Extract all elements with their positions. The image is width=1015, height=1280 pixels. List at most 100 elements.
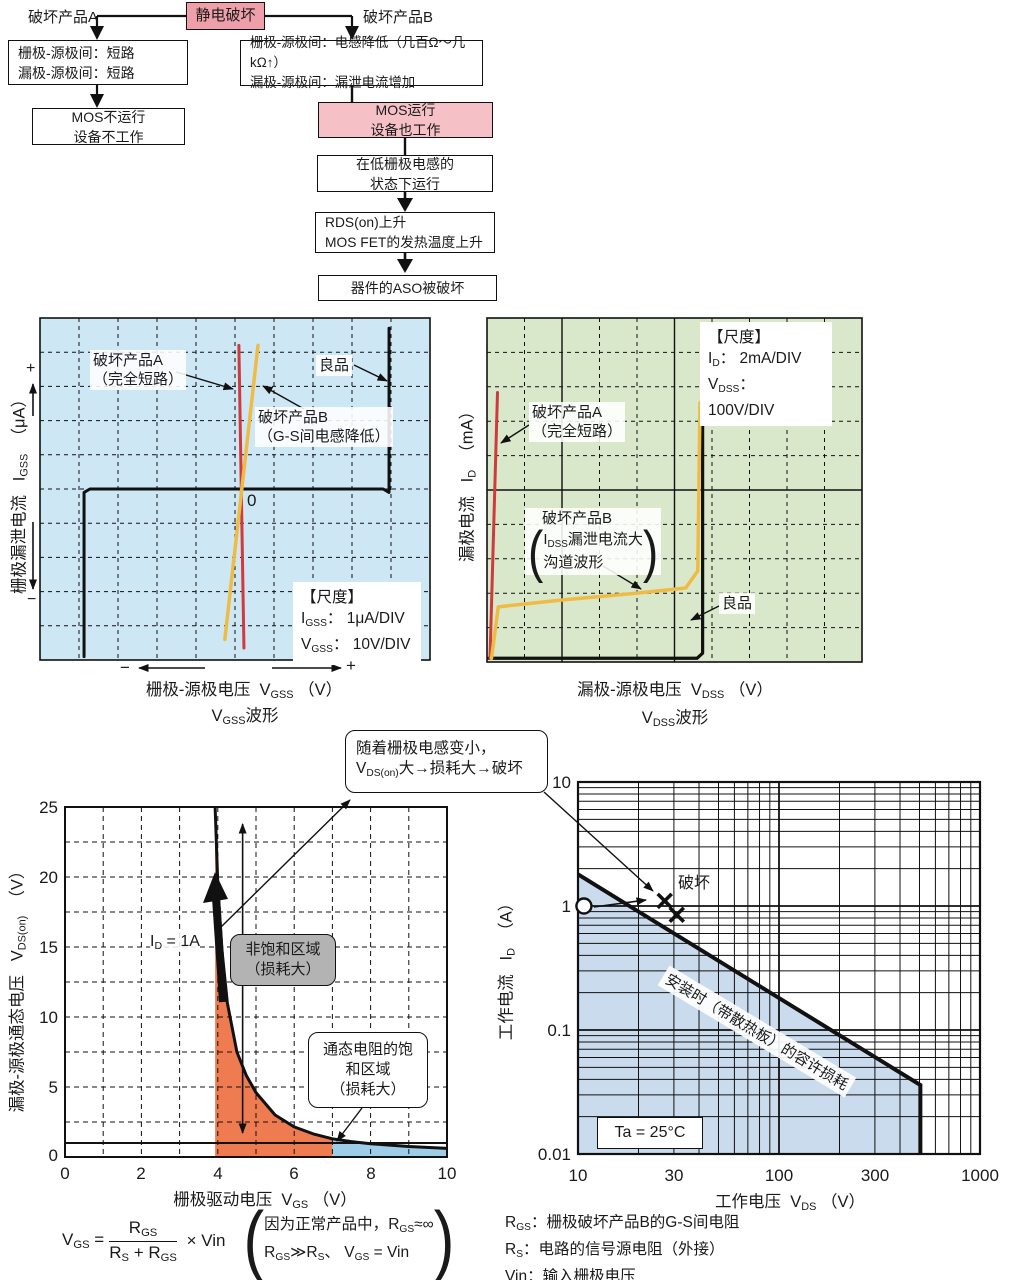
blue-scale-title: 【尺度】 xyxy=(301,589,364,606)
blue-x-axis-label: 栅极-源极电压 VGSS （V） xyxy=(145,681,343,702)
green-scale-id: ID： 2mA/DIV xyxy=(708,350,802,369)
callout-line1: 随着栅极电感变小， xyxy=(356,740,496,758)
br-legend: RGS：栅极破坏产品B的G-S间电阻 RS：电路的信号源电阻（外接） Vin：输… xyxy=(505,1212,739,1280)
blue-label-product-b: 破坏产品B （G-S间电感降低） xyxy=(255,407,393,447)
bl-xtick-2: 2 xyxy=(136,1164,146,1183)
callout-line2: VDS(on)大→损耗大→破坏 xyxy=(356,760,523,779)
blue-label-product-a: 破坏产品A （完全短路） xyxy=(90,350,187,390)
bl-ytick-10: 10 xyxy=(39,1008,58,1027)
branch-b-label: 破坏产品B xyxy=(363,9,434,26)
br-ytick-001: 0.01 xyxy=(537,1145,571,1164)
bl-unsaturated-region-box: 非饱和区域 （损耗大） xyxy=(230,934,336,986)
blue-y-axis-symbol: I xyxy=(10,476,29,482)
blue-label-b-line1: 破坏产品B xyxy=(258,409,329,426)
br-ytick-01: 0.1 xyxy=(547,1021,571,1040)
flow-box-b1-line2: 漏极-源极间：漏泄电流增加 xyxy=(250,75,416,90)
flow-box-b3: 在低栅极电感的 状态下运行 xyxy=(317,155,493,192)
br-xtick-100: 100 xyxy=(764,1166,794,1185)
blue-label-a-line1: 破坏产品A xyxy=(93,352,164,369)
bl-xtick-0: 0 xyxy=(60,1164,70,1183)
green-scale-title: 【尺度】 xyxy=(708,329,771,346)
flow-root-text: 静电破坏 xyxy=(195,7,256,24)
green-label-product-a: 破坏产品A （完全短路） xyxy=(529,402,626,442)
blue-zero-label: 0 xyxy=(247,491,257,510)
flow-box-a1: 栅极-源极间：短路 漏极-源极间：短路 xyxy=(8,40,188,85)
formula-note: 因为正常产品中，RGS≈∞ RGS≫RS、 VGS = Vin xyxy=(264,1216,434,1263)
bl-unsat-line2: （损耗大） xyxy=(245,961,321,978)
blue-label-a-line2: （完全短路） xyxy=(93,371,184,388)
formula-fraction: RGS RS + RGS xyxy=(109,1218,177,1264)
flow-box-b5-text: 器件的ASO被破坏 xyxy=(350,280,465,296)
formula-times: × Vin xyxy=(186,1231,226,1250)
blue-x-plus: + xyxy=(346,656,356,675)
aso-plot xyxy=(575,780,982,1156)
blue-scale-igss: IGSS： 1μA/DIV xyxy=(301,610,405,629)
green-label-b-body: ( IDSS漏泄电流大 沟道波形 ) xyxy=(528,522,658,580)
blue-label-b-line2: （G-S间电感降低） xyxy=(258,428,390,445)
green-label-product-b: 破坏产品B ( IDSS漏泄电流大 沟道波形 ) xyxy=(525,508,662,580)
legend-rgs: RGS：栅极破坏产品B的G-S间电阻 xyxy=(505,1214,740,1233)
bl-ytick-0: 0 xyxy=(48,1146,58,1165)
br-xtick-10: 10 xyxy=(568,1166,588,1185)
green-label-b-line1: 破坏产品B xyxy=(542,510,613,527)
bl-xtick-4: 4 xyxy=(213,1164,223,1183)
flow-box-b5: 器件的ASO被破坏 xyxy=(318,275,497,301)
blue-scale-vgss: VGSS： 10V/DIV xyxy=(301,635,411,655)
green-y-axis-label: 漏极电流 ID （mA） xyxy=(458,402,479,563)
br-destroy-label: 破坏 xyxy=(678,875,711,892)
callout-box: 随着栅极电感变小， VDS(on)大→损耗大→破坏 xyxy=(345,730,548,793)
blue-y-axis-sub: GSS xyxy=(18,453,31,477)
bl-ytick-5: 5 xyxy=(48,1078,58,1097)
green-label-paren-close: ) xyxy=(642,518,659,584)
blue-label-good: 良品 xyxy=(316,355,353,376)
formula-lhs: VGS = xyxy=(62,1230,105,1252)
br-ytick-1: 1 xyxy=(561,897,571,916)
annotation-arrows xyxy=(29,364,720,1142)
flow-box-a2-line2: 设备不工作 xyxy=(73,128,144,145)
br-ytick-10: 10 xyxy=(552,773,571,792)
flow-box-b4-line2: MOS FET的发热温度上升 xyxy=(325,234,483,250)
bl-sat-line2: 和区域 xyxy=(345,1061,391,1078)
bl-sat-line1: 通态电阻的饱 xyxy=(322,1041,413,1058)
br-xtick-1000: 1000 xyxy=(961,1166,999,1185)
legend-rs: RS：电路的信号源电阻（外接） xyxy=(505,1240,725,1260)
green-caption: VDSS波形 xyxy=(641,709,709,730)
green-label-b-lines: IDSS漏泄电流大 沟道波形 xyxy=(543,530,643,572)
blue-y-axis-unit: （μA） xyxy=(10,391,29,445)
flowchart-connectors xyxy=(90,14,413,273)
blue-caption: VGSS波形 xyxy=(211,707,279,728)
bl-ytick-20: 20 xyxy=(39,868,58,887)
green-scale-box: 【尺度】 ID： 2mA/DIV VDSS： 100V/DIV xyxy=(700,322,832,426)
green-label-paren-open: ( xyxy=(528,518,544,584)
br-y-axis-label: 工作电流 ID （A） xyxy=(497,894,518,1041)
br-ta-text: Ta = 25°C xyxy=(614,1124,686,1141)
flow-box-b2: MOS运行 设备也工作 xyxy=(318,102,493,138)
formula-paren-open: ( xyxy=(243,1197,265,1280)
br-xtick-300: 300 xyxy=(860,1166,890,1185)
bl-id-condition-label: ID = 1A xyxy=(150,933,200,952)
flow-box-a2-line1: MOS不运行 xyxy=(71,108,146,125)
br-ta-box: Ta = 25°C xyxy=(597,1117,703,1149)
flow-box-a1-line2: 漏极-源极间：短路 xyxy=(18,64,135,81)
blue-y-axis-text: 栅极漏泄电流 xyxy=(10,495,29,595)
flow-box-b3-line2: 状态下运行 xyxy=(370,175,440,192)
blue-x-minus: − xyxy=(120,658,130,677)
flow-box-b4: RDS(on)上升 MOS FET的发热温度上升 xyxy=(315,212,495,253)
bl-x-axis-label: 栅极驱动电压 VGS （V） xyxy=(173,1191,357,1212)
formula-paren-close: ) xyxy=(433,1197,455,1280)
flow-box-b2-line2: 设备也工作 xyxy=(370,122,441,138)
bl-ytick-15: 15 xyxy=(39,938,58,957)
bl-xtick-8: 8 xyxy=(366,1164,376,1183)
flow-box-b1-line1: 栅极-源极间：电感降低（几百Ω～几kΩ↑） xyxy=(250,35,466,70)
blue-scale-box: 【尺度】 IGSS： 1μA/DIV VGSS： 10V/DIV xyxy=(293,582,421,665)
branch-a-label: 破坏产品A xyxy=(28,9,99,26)
flow-box-b4-line1: RDS(on)上升 xyxy=(325,214,407,230)
bl-sat-line3: （损耗大） xyxy=(330,1081,406,1098)
bl-y-axis-label: 漏极-源极通态电压 VDS(on) （V） xyxy=(8,862,29,1113)
bl-xtick-10: 10 xyxy=(437,1164,457,1183)
br-xtick-30: 30 xyxy=(664,1166,684,1185)
blue-y-axis-label: 栅极漏泄电流 IGSS （μA） xyxy=(5,373,30,613)
flow-box-a1-line1: 栅极-源极间：短路 xyxy=(18,44,135,61)
